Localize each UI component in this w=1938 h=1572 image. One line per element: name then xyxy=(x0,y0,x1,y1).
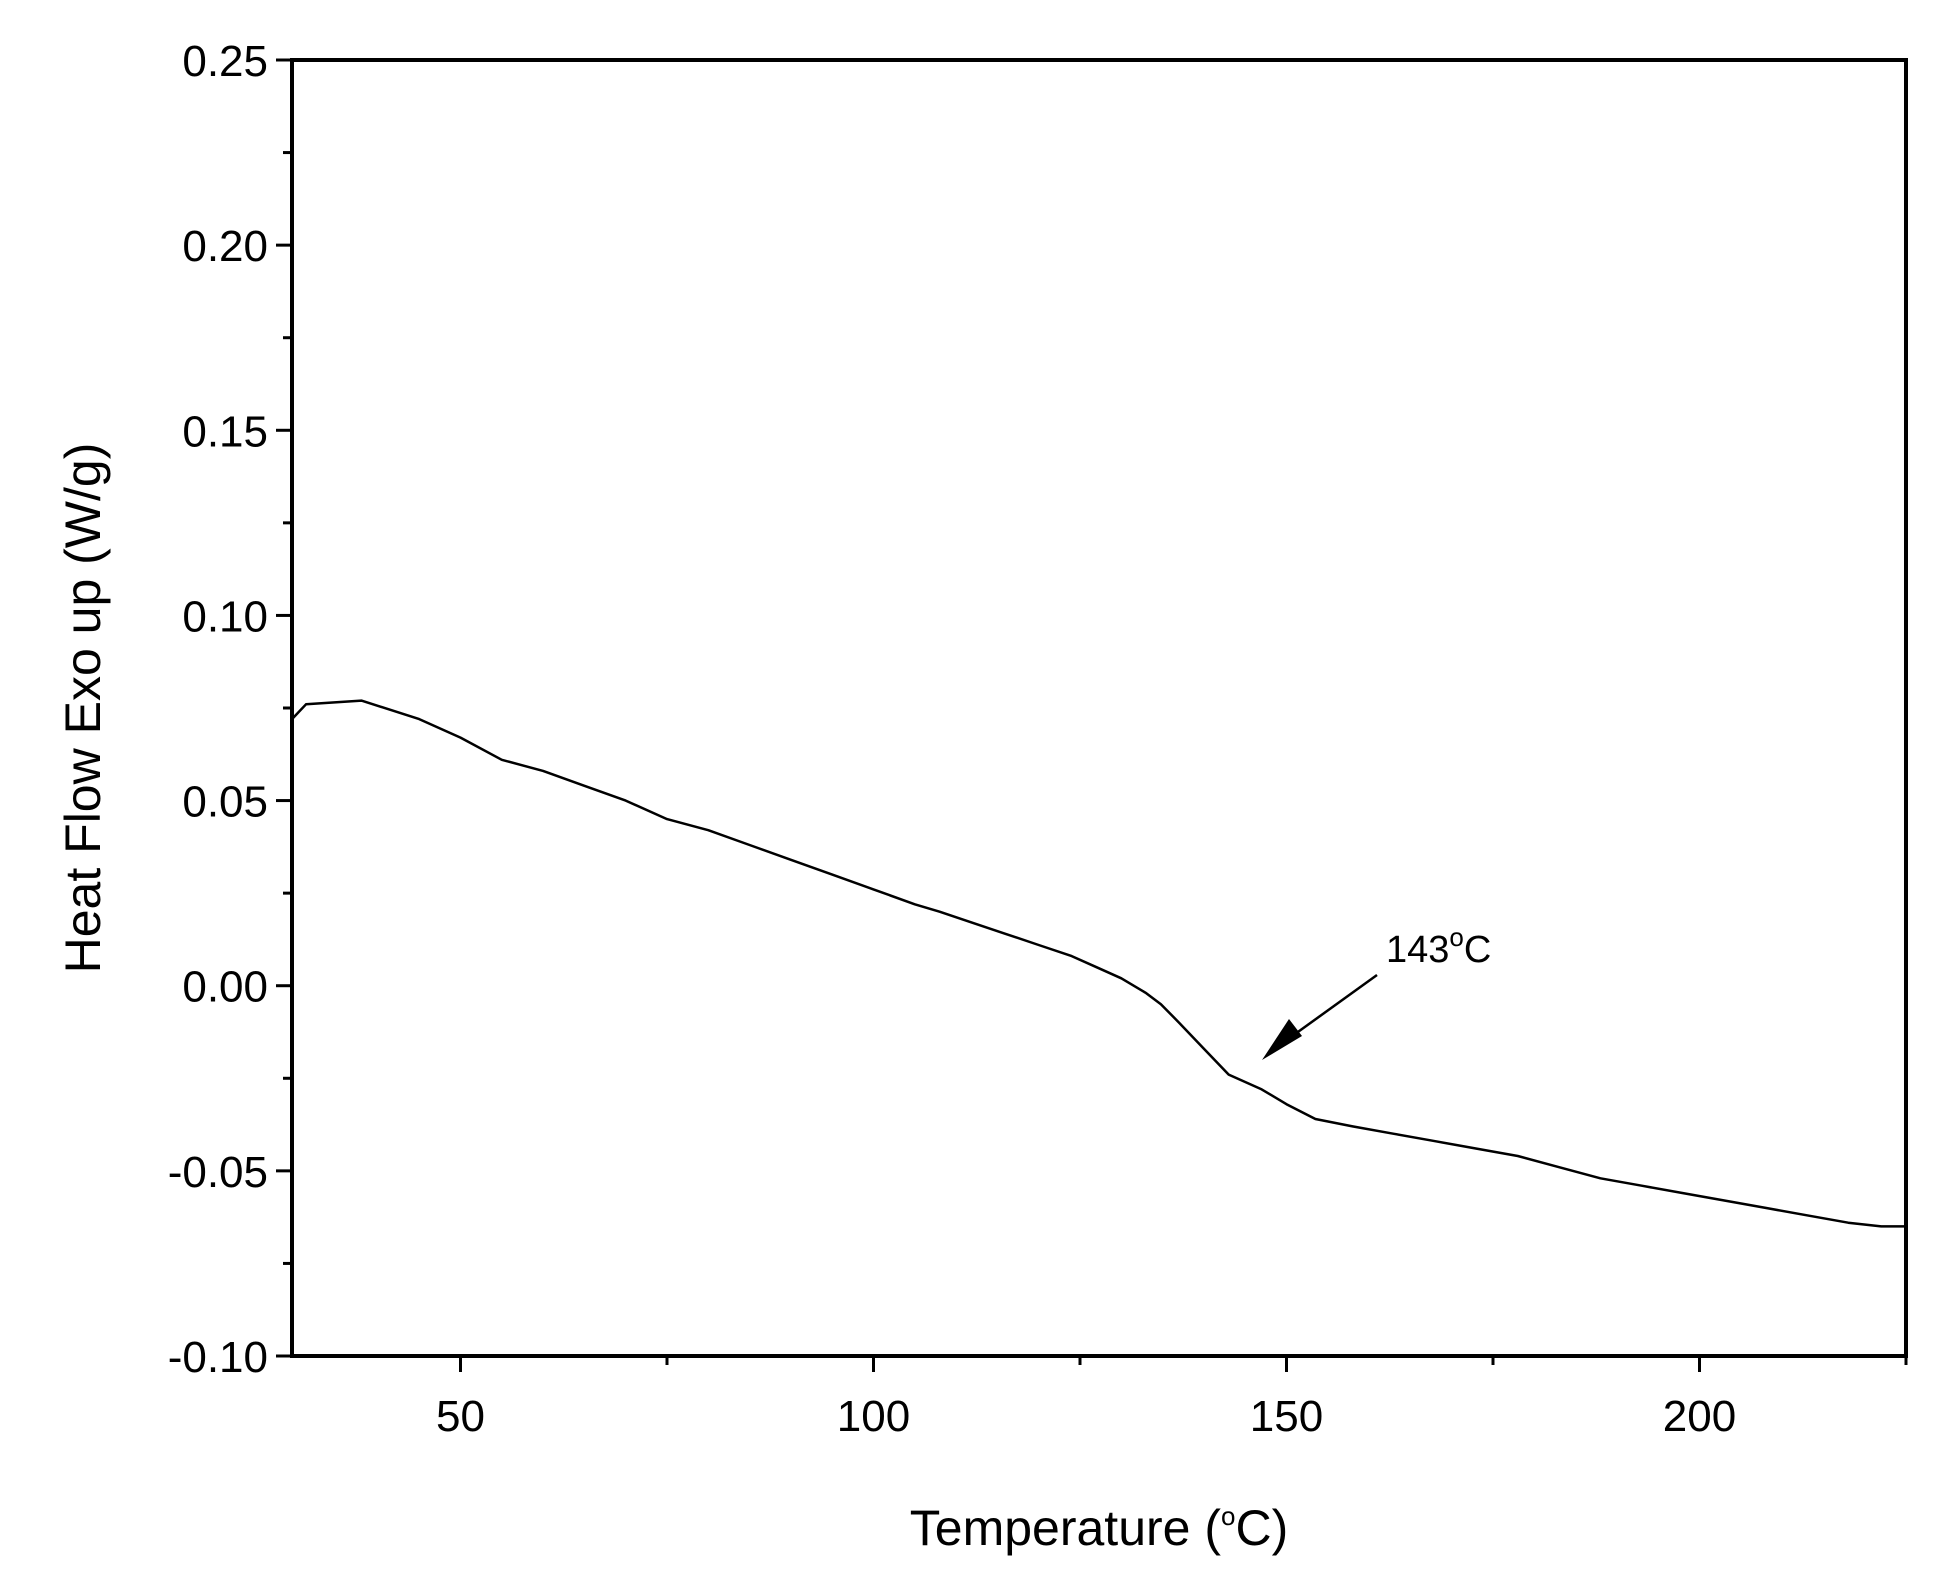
annotation-arrow-line xyxy=(1283,973,1378,1044)
x-axis-ticks xyxy=(459,1356,1908,1372)
x-axis-title-text: Temperature ( xyxy=(910,1500,1222,1556)
y-tick-label: -0.10 xyxy=(168,1333,268,1382)
y-axis-ticks xyxy=(276,58,292,1358)
y-tick-label: 0.05 xyxy=(182,778,268,827)
annotation-label: 143oC xyxy=(1386,922,1491,971)
transition-annotation: 143oC xyxy=(1262,922,1491,1060)
x-axis-title-unit: C) xyxy=(1235,1500,1288,1556)
x-axis-title-degree: o xyxy=(1221,1501,1235,1531)
y-tick-label: 0.00 xyxy=(182,963,268,1012)
annotation-arrow-head xyxy=(1262,1019,1302,1060)
y-tick-label: 0.25 xyxy=(182,37,268,86)
heat-flow-line xyxy=(292,699,1906,1228)
y-tick-label: -0.05 xyxy=(168,1148,268,1197)
y-tick-label: 0.10 xyxy=(182,592,268,641)
annotation-unit: C xyxy=(1464,929,1491,971)
x-tick-label: 150 xyxy=(1250,1392,1323,1441)
y-axis-title: Heat Flow Exo up (W/g) xyxy=(55,443,111,974)
x-axis-tick-labels: 50 100 150 200 xyxy=(436,1392,1736,1441)
x-tick-label: 200 xyxy=(1663,1392,1736,1441)
x-tick-label: 50 xyxy=(436,1392,485,1441)
plot-frame xyxy=(290,58,1908,1358)
x-axis-title: Temperature (oC) xyxy=(910,1500,1288,1556)
x-tick-label: 100 xyxy=(837,1392,910,1441)
annotation-degree: o xyxy=(1449,922,1463,952)
y-tick-label: 0.20 xyxy=(182,222,268,271)
y-tick-label: 0.15 xyxy=(182,407,268,456)
annotation-value: 143 xyxy=(1386,929,1449,971)
y-axis-tick-labels: -0.10 -0.05 0.00 0.05 0.10 0.15 0.20 0.25 xyxy=(168,37,268,1382)
